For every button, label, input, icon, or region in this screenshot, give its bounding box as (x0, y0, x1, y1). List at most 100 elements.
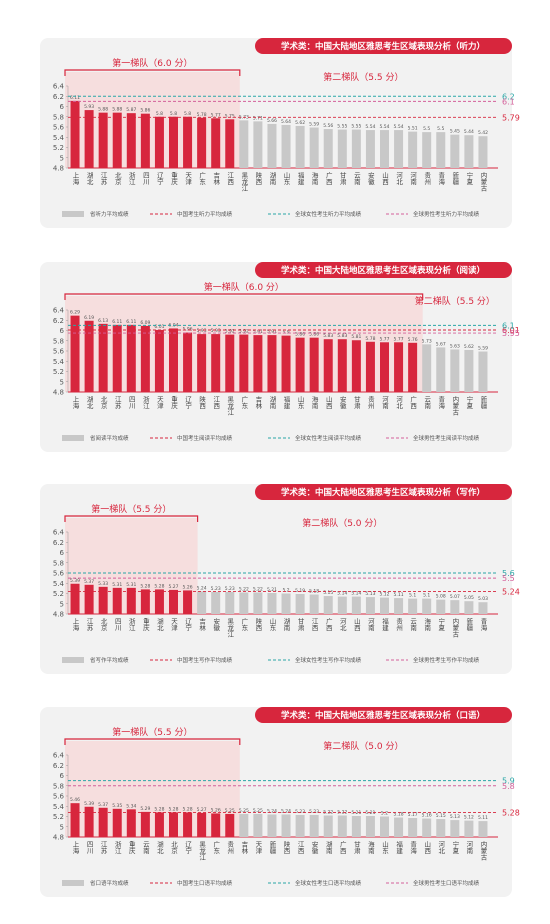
value-label: 5.55 (351, 124, 361, 130)
value-label: 5.5 (437, 126, 444, 132)
y-tick-label: 5.8 (53, 337, 64, 345)
bar (422, 132, 432, 168)
bar (211, 813, 221, 837)
x-tick-label: 宁夏 (465, 395, 473, 410)
bar (408, 818, 418, 837)
bar (98, 323, 108, 392)
bar (436, 819, 446, 837)
bar (337, 815, 347, 837)
bar (295, 337, 305, 392)
value-label: 5.03 (478, 596, 488, 602)
value-label: 5.71 (253, 115, 263, 121)
bar (225, 119, 235, 168)
x-tick-label: 湖南 (268, 395, 276, 410)
reference-value: 5.5 (502, 574, 515, 583)
y-tick-label: 6.2 (53, 317, 64, 325)
chart-title: 学术类：中国大陆地区雅思考生区域表现分析（阅读） (281, 265, 485, 276)
x-tick-label: 辽宁 (155, 172, 163, 186)
y-tick-label: 5 (60, 600, 64, 608)
value-label: 6.13 (98, 318, 108, 324)
reference-value: 5.79 (502, 113, 520, 122)
bar (450, 820, 460, 837)
title-pill (255, 484, 512, 500)
reference-value: 5.95 (502, 329, 520, 338)
legend-swatch (62, 435, 84, 441)
x-tick-label: 河北 (395, 172, 403, 187)
value-label: 5.14 (337, 591, 347, 597)
x-tick-label: 北京 (170, 841, 178, 856)
x-tick-label: 广西 (324, 617, 332, 633)
value-label: 6.19 (84, 315, 94, 321)
x-tick-label: 甘肃 (352, 840, 360, 856)
tier-label: 第二梯队（5.0 分） (302, 517, 382, 529)
x-tick-label: 海南 (310, 171, 318, 186)
value-label: 5.2 (282, 588, 289, 594)
bar (98, 112, 108, 168)
bar (168, 116, 179, 168)
value-label: 5.73 (422, 338, 432, 344)
bar (394, 130, 404, 168)
bar (295, 594, 305, 614)
x-tick-label: 陕西 (198, 395, 206, 411)
title-pill (255, 38, 512, 54)
value-label: 5.31 (112, 582, 122, 588)
x-tick-label: 重庆 (170, 396, 178, 411)
bar (281, 814, 291, 837)
value-label: 6.29 (70, 310, 80, 316)
value-label: 5.67 (436, 341, 446, 347)
x-tick-label: 湖南 (268, 171, 276, 186)
x-tick-label: 福建 (296, 171, 304, 187)
value-label: 5.54 (379, 124, 389, 130)
bar (126, 587, 136, 614)
x-tick-label: 新疆 (479, 395, 487, 411)
x-tick-label: 福建 (282, 395, 290, 411)
value-label: 5.37 (84, 579, 94, 585)
y-tick-label: 5.2 (53, 368, 64, 376)
legend-label: 省阅读平均成绩 (90, 434, 129, 442)
legend-label: 全球女性考生听力平均成绩 (295, 210, 362, 218)
chart-title: 学术类：中国大陆地区雅思考生区域表现分析（听力） (281, 41, 485, 52)
x-tick-label: 四川 (113, 618, 121, 632)
value-label: 5.35 (112, 803, 122, 809)
bar (323, 339, 333, 392)
value-label: 5.77 (394, 336, 404, 342)
legend-label: 中国考生阅读平均成绩 (177, 434, 233, 442)
y-tick-label: 5.8 (53, 782, 64, 790)
bar (183, 812, 193, 837)
y-tick-label: 5.8 (53, 559, 64, 567)
x-tick-label: 甘肃 (352, 395, 360, 411)
bar (70, 315, 80, 392)
tier-bracket (64, 69, 241, 76)
x-tick-label: 北京 (99, 396, 107, 411)
y-tick-label: 5 (60, 378, 64, 386)
bar (309, 127, 319, 168)
tier-label: 第一梯队（6.0 分） (204, 281, 284, 293)
value-label: 5.91 (253, 329, 263, 335)
x-tick-label: 内蒙古 (451, 395, 459, 417)
value-label: 5.92 (225, 329, 235, 335)
x-tick-label: 湖北 (85, 395, 93, 411)
value-label: 5.86 (309, 332, 319, 338)
value-label: 5.83 (337, 333, 347, 339)
x-tick-label: 四川 (127, 396, 135, 410)
bar (408, 598, 418, 614)
bar (98, 807, 108, 837)
bar (84, 110, 94, 168)
x-tick-label: 湖北 (85, 171, 93, 187)
bar (394, 598, 404, 614)
y-tick-label: 6.4 (53, 83, 65, 91)
x-tick-label: 内蒙古 (479, 171, 487, 193)
value-label: 5.2 (381, 811, 388, 817)
x-tick-label: 河南 (366, 618, 374, 632)
x-tick-label: 陕西 (254, 617, 262, 633)
value-label: 5.22 (337, 809, 347, 815)
bar (154, 329, 164, 392)
bar (365, 341, 375, 392)
value-label: 5.21 (267, 587, 277, 593)
x-tick-label: 江西 (212, 396, 220, 411)
bar (281, 335, 291, 392)
x-tick-label: 青海 (437, 395, 445, 411)
value-label: 5.37 (98, 802, 108, 808)
x-tick-label: 内蒙古 (479, 840, 487, 862)
value-label: 5.26 (183, 584, 193, 590)
